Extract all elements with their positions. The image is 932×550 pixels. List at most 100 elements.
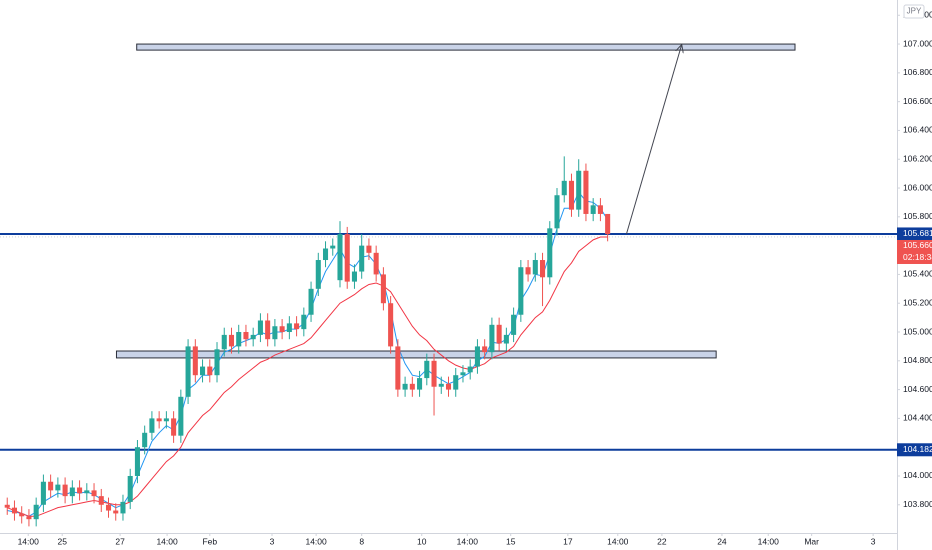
candle-body (438, 383, 444, 387)
candle-body (243, 332, 249, 340)
candle-body (62, 484, 68, 497)
candle-body (84, 490, 90, 494)
candle-body (192, 346, 198, 376)
candle-body (69, 487, 75, 497)
candle-body (489, 324, 495, 353)
candle-body (467, 366, 473, 373)
candle-body (48, 481, 54, 491)
x-tick-label: 17 (563, 536, 573, 546)
candle-body (605, 213, 611, 235)
candle-body (265, 320, 271, 340)
candle-body (474, 346, 480, 367)
x-tick-label: 14:00 (457, 536, 479, 546)
candle-body (496, 324, 502, 344)
candle-body (547, 228, 553, 278)
candle-body (590, 205, 596, 214)
candle-body (221, 334, 227, 350)
last-price-box (897, 239, 932, 264)
candle-body (250, 334, 256, 340)
y-tick-label: 106.000 (903, 182, 932, 192)
candle-body (308, 288, 314, 315)
candle-body (171, 418, 177, 436)
candle-body (279, 326, 285, 333)
candle-body (134, 447, 140, 476)
candle-body (344, 234, 350, 282)
candle-body (315, 260, 321, 289)
candle-body (4, 504, 10, 508)
candle-body (568, 180, 575, 210)
candle-body (395, 346, 401, 390)
candle-body (424, 360, 430, 379)
candle-body (330, 245, 336, 249)
candle-body (532, 260, 538, 275)
candle-body (257, 320, 263, 335)
y-tick-label: 105.200 (903, 297, 932, 307)
level-label-box (897, 443, 932, 457)
x-tick-label: 14:00 (18, 536, 40, 546)
candle-body (511, 314, 517, 335)
levels (0, 45, 897, 451)
x-tick-label: 10 (417, 536, 427, 546)
candle-body (518, 267, 524, 315)
y-tick-label: 106.400 (903, 125, 932, 135)
candle-body (272, 326, 278, 340)
candle-body (33, 504, 39, 520)
y-tick-label: 104.600 (903, 384, 932, 394)
x-tick-label: 27 (115, 536, 125, 546)
countdown-label: 02:18:34 (903, 252, 932, 262)
candle-body (366, 245, 372, 253)
candle-body (561, 180, 567, 196)
x-tick-label: 14:00 (758, 536, 780, 546)
candle-body (576, 170, 582, 210)
candle-body (214, 349, 220, 376)
level-label: 104.182 (903, 444, 932, 454)
candle-body (540, 260, 546, 278)
candle-body (482, 346, 488, 353)
y-tick-label: 106.800 (903, 67, 932, 77)
zones (115, 43, 796, 359)
candle-body (236, 332, 242, 347)
x-tick-label: 8 (359, 536, 364, 546)
candle-body (431, 360, 437, 387)
candle-body (142, 432, 148, 448)
zone (136, 43, 796, 51)
candle-body (149, 418, 155, 433)
y-tick-label: 107.000 (903, 38, 932, 48)
y-tick-label: 104.400 (903, 413, 932, 423)
y-tick-label: 104.800 (903, 355, 932, 365)
candle-body (26, 516, 32, 520)
candle-body (417, 378, 423, 390)
candle-body (113, 510, 119, 514)
candle-body (156, 418, 162, 422)
candle-body (597, 205, 603, 214)
candle-body (337, 234, 343, 281)
zone (115, 350, 717, 359)
candle-body (55, 484, 61, 491)
candle-body (388, 303, 394, 347)
candle-body (91, 490, 97, 497)
candle-body (228, 334, 235, 347)
candle-body (105, 504, 112, 511)
x-tick-label: 15 (506, 536, 516, 546)
candle-body (402, 383, 408, 390)
candle-body (359, 245, 365, 272)
candle-body (207, 366, 213, 376)
candle-body (178, 396, 184, 436)
candle-body (286, 323, 292, 333)
y-tick-label: 106.600 (903, 96, 932, 106)
y-tick-label: 106.200 (903, 153, 932, 163)
y-tick-label: 105.000 (903, 326, 932, 336)
currency-badge (903, 4, 925, 19)
candle-body (460, 372, 466, 376)
candle-body (453, 375, 459, 390)
x-tick-label: 3 (871, 536, 876, 546)
x-tick-label: 3 (270, 536, 275, 546)
y-tick-label: 104.000 (903, 470, 932, 480)
level-label-box (897, 227, 932, 241)
candle-body (185, 346, 191, 397)
moving-average (7, 236, 608, 517)
x-tick-label: 24 (717, 536, 727, 546)
